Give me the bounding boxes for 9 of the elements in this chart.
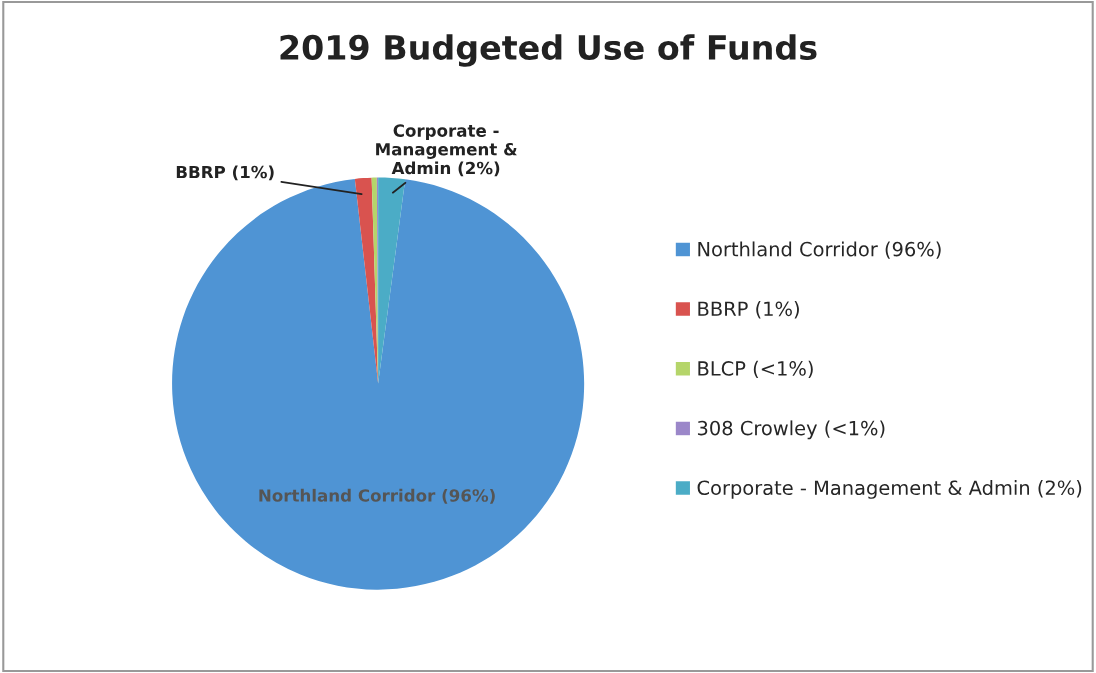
legend-label: Corporate - Management & Admin (2%) (697, 480, 1082, 499)
legend-label: BLCP (<1%) (698, 360, 813, 379)
legend-label: 308 Crowley (<1%) (697, 420, 885, 440)
data-label: Corporate - Management & Admin (2%) (376, 124, 517, 177)
legend-label: Northland Corridor (96%) (698, 241, 941, 259)
legend-label: BBRP (1%) (698, 301, 799, 319)
data-label: Northland Corridor (96%) (259, 488, 495, 504)
data-label: BBRP (1%) (176, 165, 274, 181)
chart-title: 2019 Budgeted Use of Funds (280, 34, 817, 67)
